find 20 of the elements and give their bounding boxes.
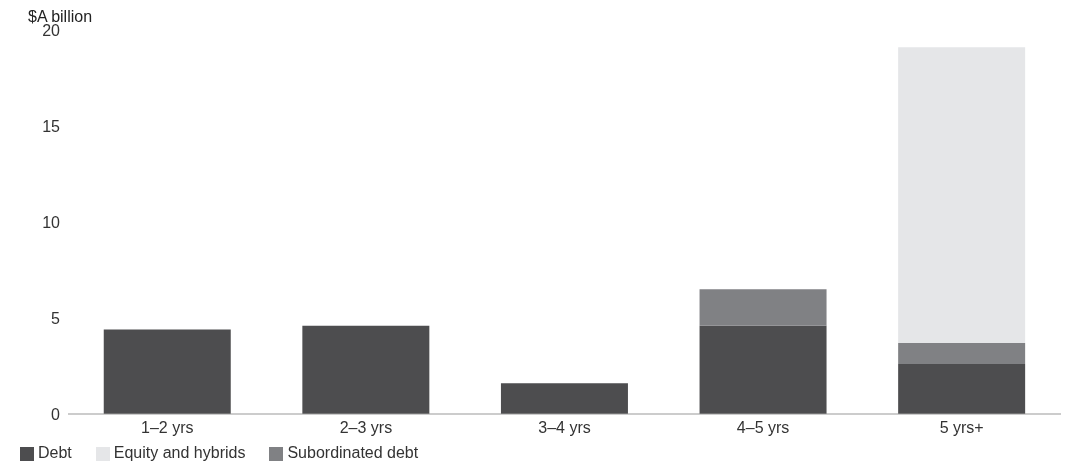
bar <box>500 383 628 414</box>
bar <box>302 325 430 414</box>
y-tick-label: 0 <box>51 405 61 423</box>
bar <box>103 329 231 414</box>
legend-label: Equity and hybrids <box>113 444 246 461</box>
x-tick-label: 5 yrs+ <box>939 419 984 437</box>
legend-label: Subordinated debt <box>287 444 419 461</box>
x-tick-label: 4–5 yrs <box>736 419 790 437</box>
bar <box>699 289 827 326</box>
y-tick-label: 5 <box>51 309 61 327</box>
bar <box>898 47 1026 343</box>
x-tick-label: 2–3 yrs <box>339 419 393 437</box>
bar <box>699 325 827 414</box>
x-tick-label: 1–2 yrs <box>141 419 194 437</box>
bar <box>898 342 1026 365</box>
x-tick-label: 3–4 yrs <box>538 419 591 437</box>
legend-label: Debt <box>38 444 72 461</box>
y-tick-label: 10 <box>42 213 61 231</box>
y-tick-label: 15 <box>42 117 61 135</box>
bar <box>898 364 1026 414</box>
